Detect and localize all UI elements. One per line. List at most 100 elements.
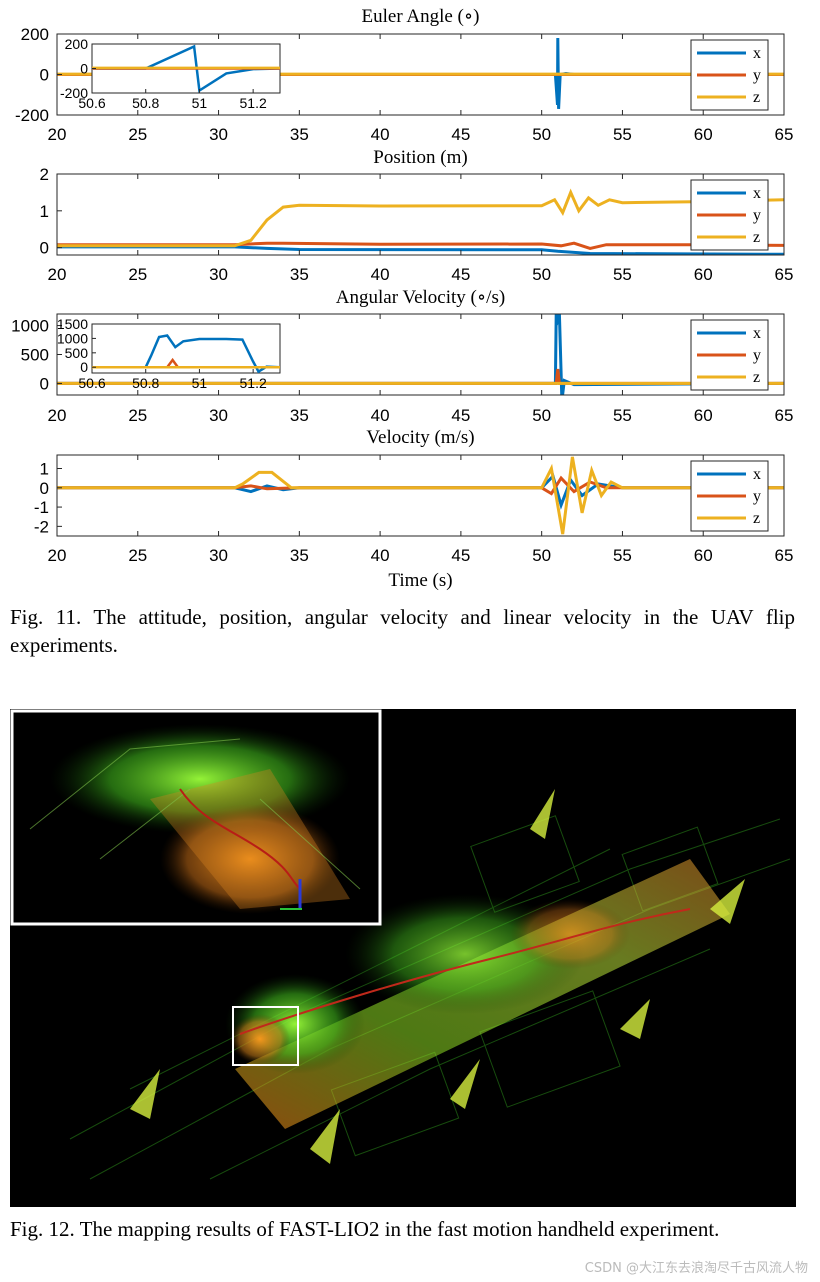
figure-12-caption: Fig. 12. The mapping results of FAST-LIO…	[10, 1217, 720, 1241]
legend-label-y: y	[753, 347, 761, 364]
y-tick-label: 0	[40, 479, 49, 498]
x-tick-label: 25	[128, 265, 147, 284]
x-tick-label: 55	[613, 125, 632, 144]
watermark: CSDN @大江东去浪淘尽千古风流人物	[584, 1261, 808, 1276]
x-tick-label: 40	[371, 406, 390, 425]
y-tick-label: 1000	[11, 317, 49, 336]
y-tick-label: 0	[40, 374, 49, 393]
inset-y-tick-label: 200	[65, 36, 89, 52]
x-tick-label: 20	[48, 406, 67, 425]
inset-y-tick-label: 500	[65, 345, 89, 361]
y-tick-label: -2	[34, 517, 49, 536]
x-tick-label: 45	[451, 406, 470, 425]
x-tick-label: 35	[290, 125, 309, 144]
plot-frame	[56, 173, 785, 256]
x-tick-label: 30	[209, 265, 228, 284]
x-tick-label: 20	[48, 265, 67, 284]
x-tick-label: 20	[48, 546, 67, 565]
inset-x-tick-label: 51.2	[240, 95, 267, 111]
x-tick-label: 25	[128, 125, 147, 144]
legend-label-x: x	[753, 466, 761, 483]
series-line-z	[57, 456, 784, 535]
x-tick-label: 50	[532, 546, 551, 565]
y-tick-label: 200	[21, 25, 49, 44]
x-tick-label: 35	[290, 546, 309, 565]
legend-label-x: x	[753, 325, 761, 342]
x-tick-label: 65	[775, 265, 794, 284]
legend: xyz	[690, 39, 769, 111]
chart-panel-3: Angular Velocity (∘/s) 20 25 30 35 40 45 50 55 60…	[11, 287, 793, 425]
legend-label-z: z	[753, 369, 760, 386]
legend-label-y: y	[753, 207, 761, 224]
series-line-y	[57, 475, 784, 496]
legend-label-x: x	[753, 185, 761, 202]
chart-title: Euler Angle (∘)	[362, 6, 480, 27]
inset-x-tick-label: 50.8	[132, 375, 159, 391]
x-tick-label: 50	[532, 125, 551, 144]
legend-label-y: y	[753, 488, 761, 505]
legend-label-z: z	[753, 229, 760, 246]
x-tick-label: 60	[694, 406, 713, 425]
inset-x-tick-label: 50.8	[132, 95, 159, 111]
x-tick-label: 60	[694, 265, 713, 284]
series-line-y	[57, 241, 784, 250]
x-tick-label: 40	[371, 125, 390, 144]
y-tick-label: 2	[40, 165, 49, 184]
legend-label-x: x	[753, 45, 761, 62]
inset-y-tick-label: 0	[80, 61, 88, 77]
y-tick-label: 1	[40, 202, 49, 221]
x-tick-label: 55	[613, 546, 632, 565]
chart-title: Position (m)	[373, 147, 467, 168]
x-tick-label: 50	[532, 406, 551, 425]
x-tick-label: 30	[209, 546, 228, 565]
legend-label-z: z	[753, 510, 760, 527]
legend: xyz	[690, 179, 769, 251]
x-tick-label: 35	[290, 265, 309, 284]
inset-y-tick-label: -200	[60, 85, 88, 101]
inset-series-line-x	[92, 334, 280, 373]
x-tick-label: 20	[48, 125, 67, 144]
x-tick-label: 30	[209, 125, 228, 144]
x-tick-label: 40	[371, 546, 390, 565]
legend-label-y: y	[753, 67, 761, 84]
x-tick-label: 45	[451, 546, 470, 565]
x-tick-label: 55	[613, 265, 632, 284]
inset-x-tick-label: 51.2	[240, 375, 267, 391]
chart-title: Angular Velocity (∘/s)	[336, 287, 505, 308]
x-axis-label: Time (s)	[388, 570, 452, 591]
chart-title: Velocity (m/s)	[366, 427, 474, 448]
inset-y-tick-label: 1000	[57, 330, 88, 346]
x-tick-label: 35	[290, 406, 309, 425]
x-tick-label: 65	[775, 546, 794, 565]
mapping-result-image	[10, 709, 796, 1207]
y-tick-label: 1	[40, 460, 49, 479]
inset-x-tick-label: 51	[192, 375, 208, 391]
series-line-x	[57, 245, 784, 255]
y-tick-label: -200	[15, 106, 49, 125]
y-tick-label: -1	[34, 498, 49, 517]
x-tick-label: 25	[128, 406, 147, 425]
legend: xyz	[690, 319, 769, 391]
y-tick-label: 0	[40, 66, 49, 85]
x-tick-label: 60	[694, 546, 713, 565]
chart-panel-2: Position (m) 20 25 30 35 40 45 50 55 60 65 2 1 0 xyz	[40, 147, 794, 284]
series-line-x	[57, 473, 784, 510]
x-tick-label: 60	[694, 125, 713, 144]
inset-x-tick-label: 50.6	[78, 375, 105, 391]
inset-x-tick-label: 50.6	[78, 95, 105, 111]
x-tick-label: 25	[128, 546, 147, 565]
y-tick-label: 500	[21, 346, 49, 365]
x-tick-label: 65	[775, 125, 794, 144]
figure-11-charts: Euler Angle (∘)20 25 30 35 40 45 50 55 60 652000-…	[11, 6, 794, 591]
inset-zoom-plot: 50.6 50.8 51 51.2 200 0 -200	[60, 36, 281, 111]
figure-11-caption: Fig. 11. The attitude, position, angular…	[10, 605, 795, 657]
plot-frame	[56, 454, 785, 537]
series-line-z	[57, 188, 784, 248]
x-tick-label: 55	[613, 406, 632, 425]
legend-label-z: z	[753, 89, 760, 106]
x-tick-label: 65	[775, 406, 794, 425]
chart-panel-4: Velocity (m/s) 20 25 30 35 40 45 50 55 60 65 10-1-2…	[34, 427, 794, 591]
inset-y-tick-label: 1500	[57, 316, 88, 332]
x-tick-label: 45	[451, 265, 470, 284]
x-tick-label: 50	[532, 265, 551, 284]
